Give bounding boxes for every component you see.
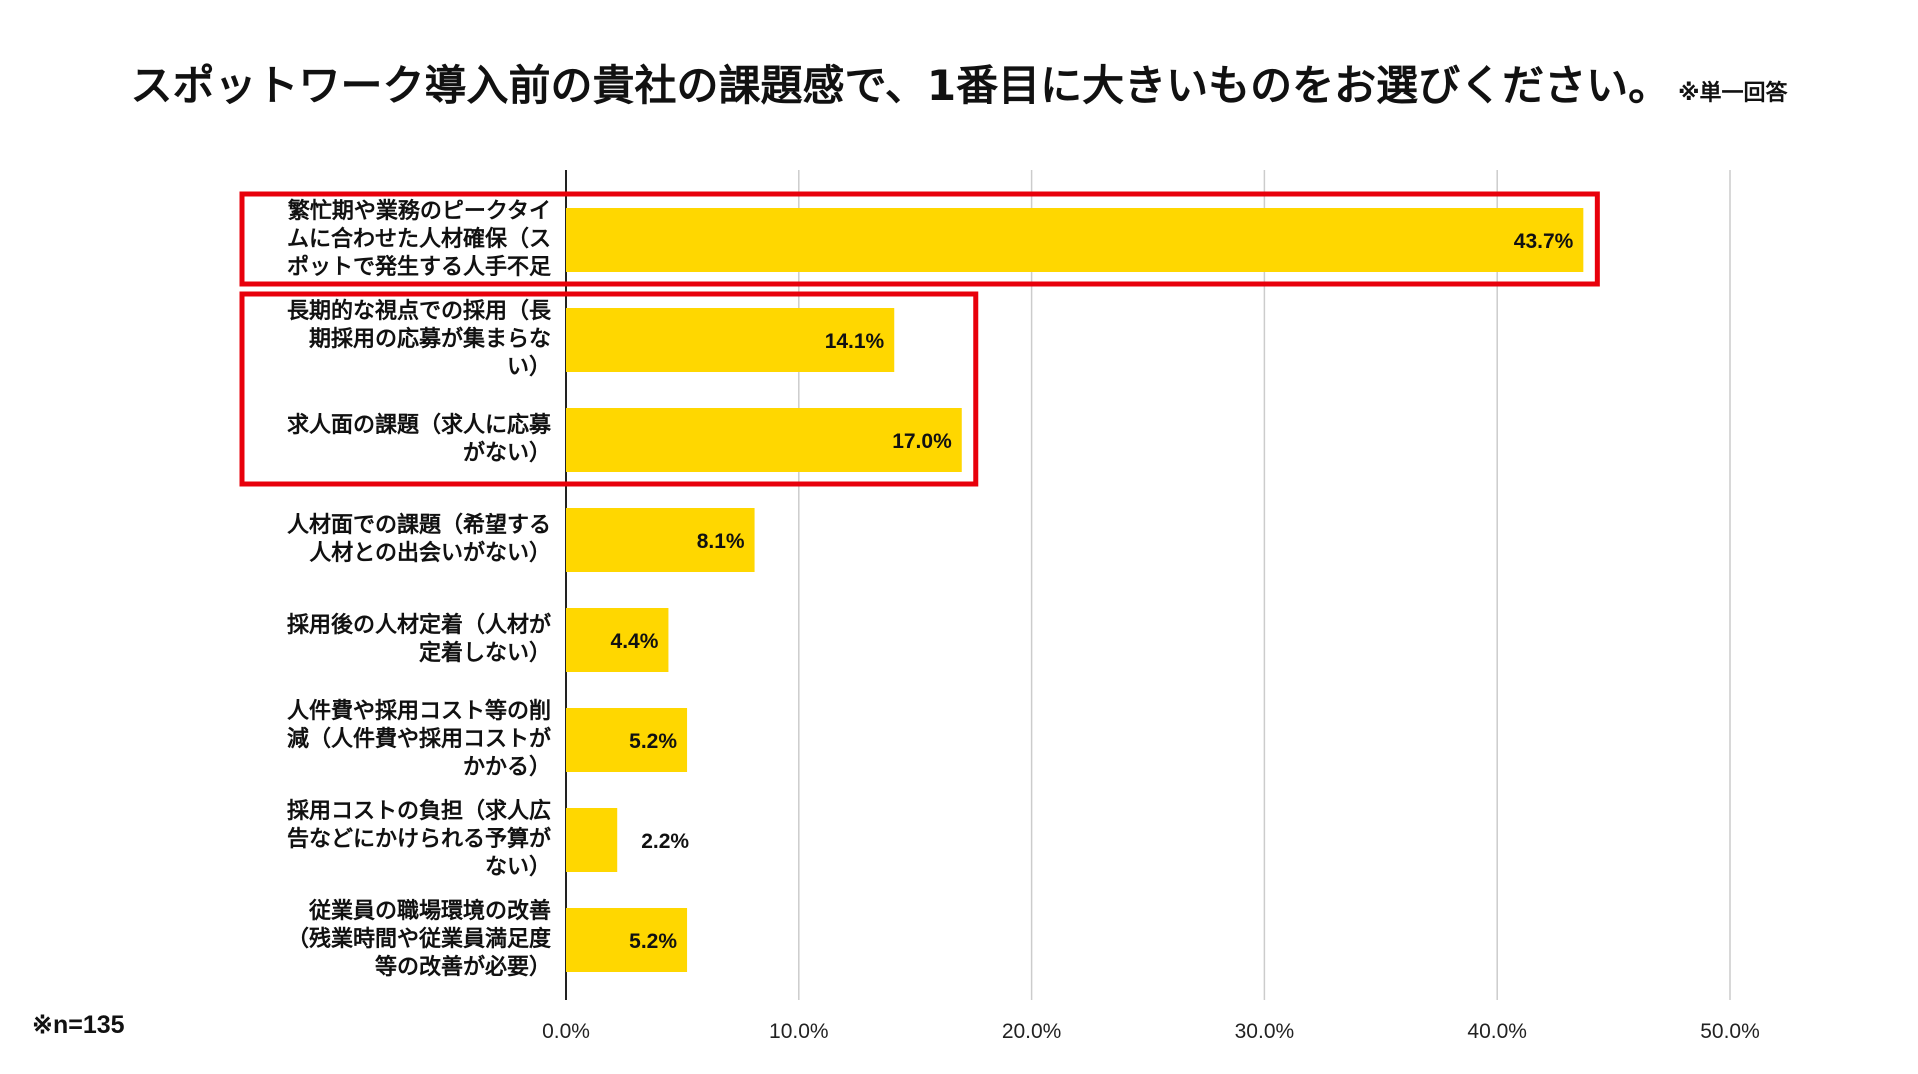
category-label-line: 人材との出会いがない） <box>309 541 551 566</box>
data-label: 5.2% <box>629 730 677 753</box>
category-label-line: 告などにかけられる予算が <box>286 827 551 852</box>
category-label-line: 等の改善が必要） <box>374 955 551 980</box>
x-tick-label: 50.0% <box>1700 1020 1760 1043</box>
bar <box>566 208 1584 272</box>
category-label: 長期的な視点での採用（長期採用の応募が集まらない） <box>246 298 551 382</box>
category-label-line: 人材面での課題（希望する <box>286 513 551 538</box>
data-label: 4.4% <box>611 630 659 653</box>
bar <box>566 408 962 472</box>
category-label-line: ムに合わせた人材確保（ス <box>286 227 551 252</box>
category-label: 求人面の課題（求人に応募がない） <box>246 412 551 468</box>
category-label-line: 期採用の応募が集まらな <box>308 327 551 352</box>
category-label-line: 採用コストの負担（求人広 <box>286 799 551 824</box>
category-label-line: 減（人件費や採用コストが <box>286 727 551 752</box>
category-label-line: 従業員の職場環境の改善 <box>308 899 551 924</box>
bar <box>566 308 895 372</box>
highlight-box <box>239 291 979 487</box>
category-label-line: 人件費や採用コスト等の削 <box>286 699 551 724</box>
data-label: 43.7% <box>1514 230 1574 253</box>
category-label-line: ない） <box>484 855 551 880</box>
data-label: 2.2% <box>641 830 689 853</box>
category-label-line: 採用後の人材定着（人材が <box>286 613 551 638</box>
category-label: 繁忙期や業務のピークタイ ムに合わせた人材確保（ス ポットで発生する人手不足 <box>246 198 551 282</box>
chart-title-text: スポットワーク導入前の貴社の課題感で、1番目に大きいものをお選びください。 <box>130 61 1671 110</box>
category-label: 採用後の人材定着（人材が定着しない） <box>246 612 551 668</box>
category-label-line: 長期的な視点での採用（長 <box>286 299 551 324</box>
category-label: 人材面での課題（希望する人材との出会いがない） <box>246 512 551 568</box>
category-label-line: い） <box>506 355 551 380</box>
category-label-line: ポットで発生する人手不足 <box>286 255 551 280</box>
highlight-box <box>239 191 1600 287</box>
category-label-line: 繁忙期や業務のピークタイ <box>287 199 551 224</box>
category-label-line: かかる） <box>462 755 551 780</box>
bar <box>566 908 688 972</box>
data-label: 17.0% <box>892 430 952 453</box>
x-tick-label: 10.0% <box>769 1020 829 1043</box>
data-label: 5.2% <box>629 930 677 953</box>
x-tick-label: 20.0% <box>1002 1020 1062 1043</box>
category-label-line: 定着しない） <box>418 641 551 666</box>
data-label: 8.1% <box>697 530 745 553</box>
x-tick-label: 40.0% <box>1467 1020 1527 1043</box>
bar <box>566 508 755 572</box>
data-label: 14.1% <box>825 330 885 353</box>
category-label-line: （残業時間や従業員満足度 <box>286 927 551 952</box>
answer-type-note: ※単一回答 <box>1678 81 1788 106</box>
category-label: 採用コストの負担（求人広 告などにかけられる予算がない） <box>246 798 551 882</box>
chart-title: スポットワーク導入前の貴社の課題感で、1番目に大きいものをお選びください。 ※単一… <box>0 52 1918 113</box>
category-label-line: 求人面の課題（求人に応募 <box>286 413 551 438</box>
category-label: 従業員の職場環境の改善 （残業時間や従業員満足度等の改善が必要） <box>246 898 551 982</box>
bar <box>566 608 669 672</box>
sample-size-note: ※n=135 <box>32 1011 125 1039</box>
bar <box>566 708 688 772</box>
category-label-line: がない） <box>462 441 551 466</box>
category-label: 人件費や採用コスト等の削 減（人件費や採用コストがかかる） <box>246 698 551 782</box>
bar <box>566 808 618 872</box>
x-tick-label: 30.0% <box>1235 1020 1295 1043</box>
x-tick-label: 0.0% <box>542 1020 590 1043</box>
